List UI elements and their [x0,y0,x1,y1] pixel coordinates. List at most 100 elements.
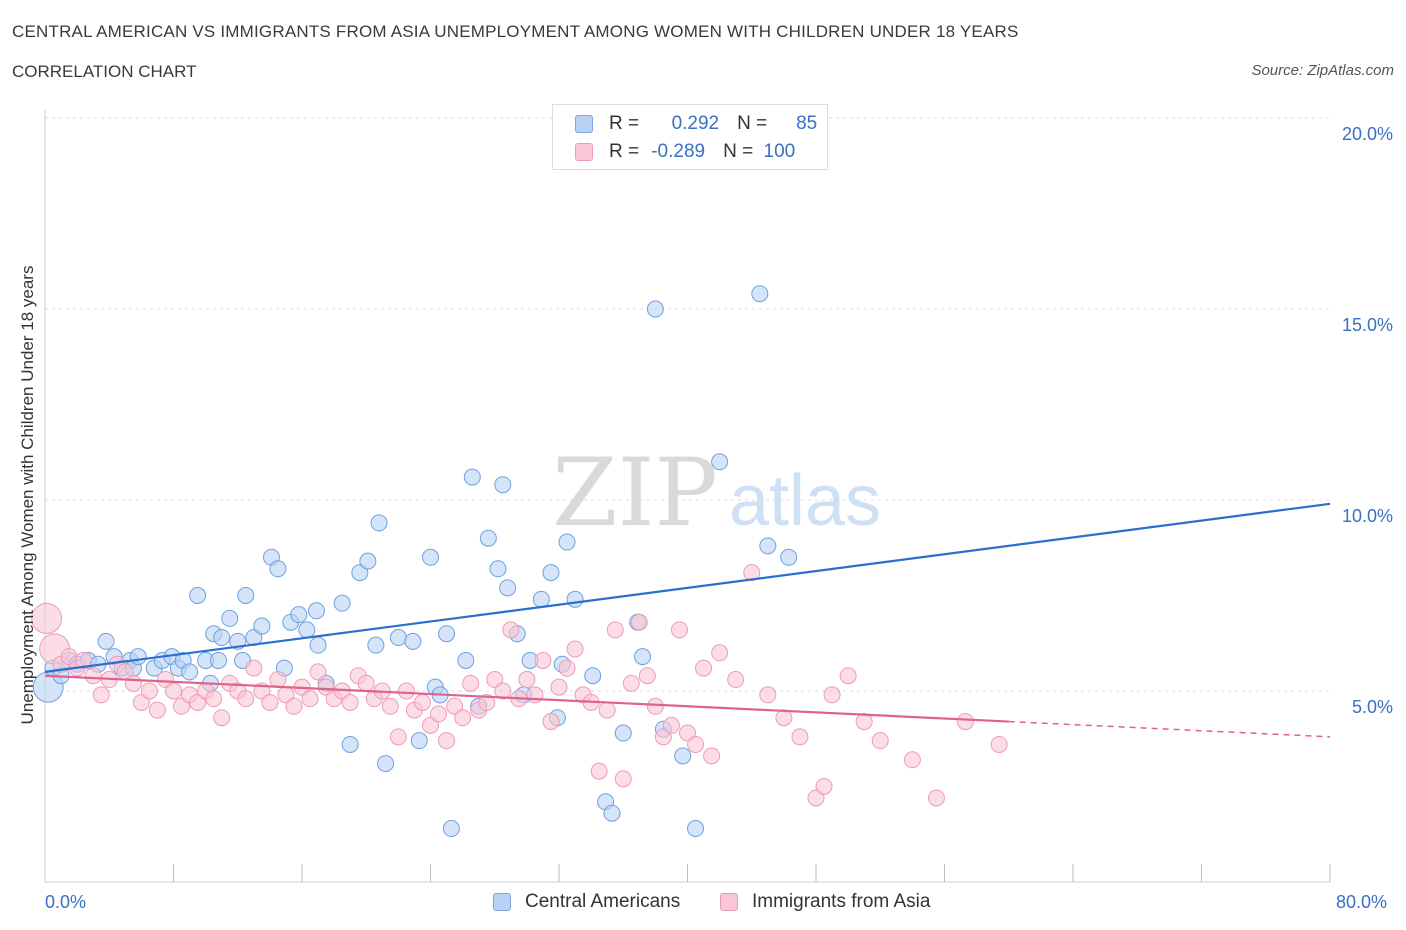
point-immigrants-from-asia [237,690,255,708]
point-immigrants-from-asia [397,682,415,700]
point-central-americans [253,617,271,635]
y-tick-label: 15.0% [1341,315,1393,335]
legend-label: Central Americans [525,891,681,912]
point-immigrants-from-asia [743,564,761,582]
chart-title: CENTRAL AMERICAN VS IMMIGRANTS FROM ASIA… [12,22,1019,41]
point-central-americans [370,514,388,532]
point-central-americans [603,804,621,822]
r-value: 0.292 [671,113,720,134]
legend-item-central-americans[interactable]: Central Americans [493,890,680,914]
point-central-americans [307,602,325,620]
n-label: N = [737,113,768,134]
legend-row-blue: R = 0.292 N = 85 [575,112,817,136]
point-central-americans [213,629,231,647]
point-immigrants-from-asia [165,682,182,700]
point-central-americans [780,548,798,566]
point-immigrants-from-asia [494,682,512,700]
point-immigrants-from-asia [670,621,688,639]
legend-row-pink: R = -0.289 N = 100 [575,140,795,164]
point-central-americans [759,537,777,555]
point-central-americans [290,606,308,624]
point-central-americans [646,300,664,318]
point-central-americans [489,560,507,578]
point-central-americans [189,587,207,604]
trend-line-central-americans [44,502,1331,673]
point-central-americans [711,453,729,471]
point-central-americans [457,651,475,669]
chart-subtitle: CORRELATION CHART [12,62,197,81]
point-immigrants-from-asia [84,667,102,685]
point-central-americans [566,590,584,608]
point-central-americans [422,548,439,566]
point-immigrants-from-asia [823,686,841,704]
y-axis-label: Unemployment Among Women with Children U… [18,265,37,725]
series-immigrants-from-asia [31,564,1008,807]
watermark: ZIP atlas [552,439,881,548]
point-immigrants-from-asia [956,713,974,731]
point-central-americans [377,755,395,773]
point-central-americans [614,724,632,742]
point-immigrants-from-asia [430,705,448,723]
point-immigrants-from-asia [614,770,632,788]
point-immigrants-from-asia [855,713,873,731]
point-immigrants-from-asia [285,697,303,715]
point-immigrants-from-asia [245,659,263,677]
y-tick-label: 20.0% [1341,124,1393,144]
point-immigrants-from-asia [703,747,721,765]
point-central-americans [674,747,692,765]
point-immigrants-from-asia [711,644,729,662]
point-immigrants-from-asia [140,682,158,700]
legend-swatch-pink [720,893,738,911]
legend-label: Immigrants from Asia [752,891,931,912]
point-immigrants-from-asia [759,686,777,704]
point-central-americans [494,476,512,494]
point-immigrants-from-asia [462,674,480,692]
point-immigrants-from-asia [438,732,456,750]
point-central-americans [341,735,359,753]
point-immigrants-from-asia [534,651,552,669]
point-immigrants-from-asia [213,709,231,727]
point-immigrants-from-asia [839,667,857,685]
trend-line-extension [1008,720,1331,738]
point-immigrants-from-asia [590,762,608,780]
point-immigrants-from-asia [31,602,63,634]
point-central-americans [438,625,456,643]
point-immigrants-from-asia [148,701,166,719]
point-immigrants-from-asia [389,728,407,746]
legend-swatch-blue [575,115,593,133]
point-immigrants-from-asia [871,732,889,750]
point-central-americans [410,732,428,750]
point-immigrants-from-asia [124,674,142,692]
point-central-americans [367,636,385,654]
watermark-zip: ZIP [552,439,718,548]
point-immigrants-from-asia [75,651,93,669]
point-immigrants-from-asia [606,621,624,639]
point-immigrants-from-asia [622,674,640,692]
point-central-americans [442,820,460,838]
point-central-americans [499,579,517,597]
point-central-americans [687,820,705,838]
point-central-americans [221,609,239,627]
point-central-americans [532,590,550,608]
point-immigrants-from-asia [791,728,809,746]
point-immigrants-from-asia [309,663,327,681]
point-immigrants-from-asia [927,789,945,807]
point-central-americans [359,552,377,570]
point-central-americans [298,621,316,639]
r-label: R = [609,141,640,162]
point-central-americans [634,648,652,666]
point-immigrants-from-asia [381,697,399,715]
point-immigrants-from-asia [775,709,793,727]
watermark-atlas: atlas [729,461,881,541]
point-central-americans [558,533,576,551]
point-immigrants-from-asia [727,671,745,689]
point-immigrants-from-asia [687,735,705,753]
legend-item-immigrants-from-asia[interactable]: Immigrants from Asia [720,890,930,914]
point-immigrants-from-asia [502,621,520,639]
point-immigrants-from-asia [815,778,833,795]
legend-swatch-blue [493,893,511,911]
source-label: Source: ZipAtlas.com [1251,62,1394,79]
point-immigrants-from-asia [558,659,576,677]
point-central-americans [389,629,407,647]
